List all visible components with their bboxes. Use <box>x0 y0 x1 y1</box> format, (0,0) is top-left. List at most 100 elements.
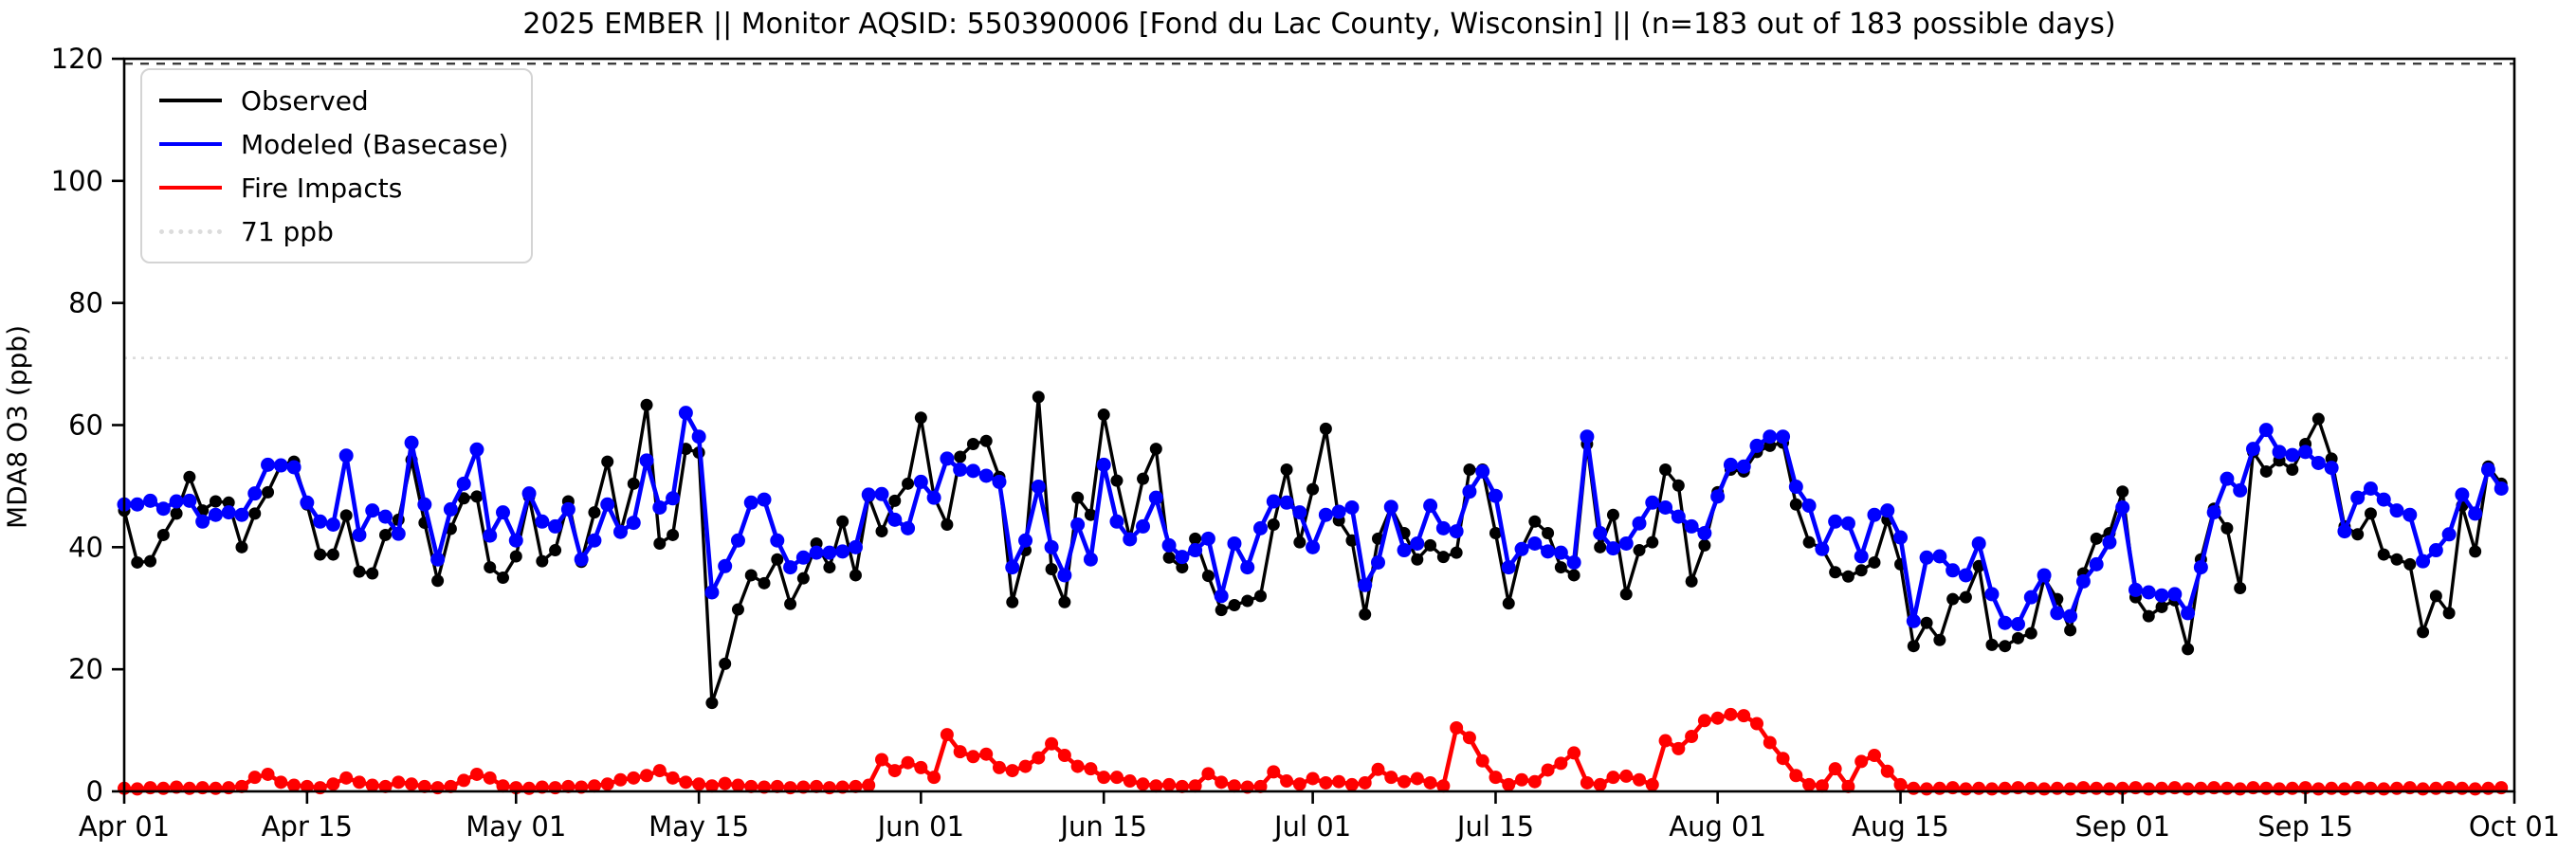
modeled-basecase-point <box>430 552 446 567</box>
fire-impacts-point <box>1724 707 1738 721</box>
fire-impacts-point <box>1619 769 1634 783</box>
modeled-basecase-point <box>456 476 471 491</box>
observed-point <box>2155 600 2168 613</box>
fire-impacts-point <box>1175 779 1189 793</box>
modeled-basecase-point <box>822 545 837 560</box>
observed-point <box>1424 538 1437 552</box>
x-tick-label: Jun 15 <box>1058 810 1146 843</box>
fire-impacts-point <box>2037 782 2052 796</box>
modeled-basecase-point <box>861 487 876 502</box>
legend-label: 71 ppb <box>241 215 334 247</box>
fire-impacts-point <box>392 775 406 789</box>
modeled-basecase-point <box>1958 568 1973 583</box>
x-tick-label: Apr 01 <box>79 810 170 843</box>
observed-point <box>1933 633 1946 646</box>
observed-point <box>2182 643 2195 656</box>
modeled-basecase-point <box>1815 541 1830 556</box>
observed-point <box>1267 517 1280 531</box>
modeled-basecase-point <box>978 468 994 483</box>
observed-point <box>875 525 888 538</box>
fire-impacts-point <box>247 771 262 785</box>
fire-impacts-point <box>1227 779 1241 793</box>
observed-point <box>379 528 393 541</box>
observed-point <box>1946 592 1960 606</box>
fire-impacts-point <box>469 767 484 781</box>
observed-point <box>771 553 784 566</box>
observed-point <box>2311 412 2325 426</box>
observed-point <box>2417 626 2430 639</box>
fire-impacts-point <box>2142 782 2156 796</box>
legend-label: Fire Impacts <box>241 172 403 204</box>
legend-row: Modeled (Basecase) <box>159 125 508 163</box>
observed-point <box>549 544 562 557</box>
modeled-basecase-point <box>704 585 720 600</box>
fire-impacts-point <box>1841 779 1855 793</box>
modeled-basecase-point <box>1658 499 1673 515</box>
legend-swatch-modeled <box>159 142 222 146</box>
fire-impacts-point <box>1344 777 1359 791</box>
observed-point <box>1672 479 1685 492</box>
modeled-basecase-point <box>1580 429 1595 445</box>
fire-impacts-point <box>1018 759 1032 773</box>
modeled-basecase-point <box>1227 535 1242 551</box>
modeled-basecase-point <box>1710 489 1726 504</box>
observed-point <box>627 477 640 490</box>
legend-label: Modeled (Basecase) <box>241 128 509 160</box>
fire-impacts-point <box>2233 782 2247 796</box>
fire-impacts-point <box>1749 717 1763 731</box>
observed-point <box>1254 590 1268 603</box>
observed-point <box>979 434 993 447</box>
fire-impacts-point <box>2337 782 2351 796</box>
fire-impacts-point <box>2325 781 2339 795</box>
fire-impacts-point <box>849 779 863 793</box>
fire-impacts-point <box>2468 782 2482 796</box>
fire-impacts-point <box>718 776 732 790</box>
modeled-basecase-point <box>1344 499 1360 515</box>
legend-swatch-71ppb <box>159 228 222 234</box>
modeled-basecase-point <box>560 501 575 517</box>
modeled-basecase-point <box>730 533 745 548</box>
fire-impacts-point <box>378 779 393 793</box>
modeled-basecase-point <box>195 514 210 529</box>
modeled-basecase-point <box>1331 504 1346 519</box>
fire-impacts-point <box>1685 730 1699 744</box>
fire-impacts-point <box>483 771 497 785</box>
fire-impacts-point <box>862 778 876 792</box>
fire-impacts-point <box>1267 765 1281 779</box>
modeled-basecase-point <box>1893 530 1909 545</box>
modeled-basecase-point <box>848 539 863 554</box>
modeled-basecase-point <box>2428 543 2443 558</box>
fire-impacts-point <box>2273 782 2287 796</box>
chart-title: 2025 EMBER || Monitor AQSID: 550390006 [… <box>522 8 2116 41</box>
modeled-basecase-point <box>1070 517 1086 532</box>
fire-impacts-point <box>887 764 902 778</box>
observed-point <box>902 477 915 490</box>
modeled-basecase-point <box>652 499 667 515</box>
legend-swatch-fire-impacts <box>159 186 222 190</box>
modeled-basecase-point <box>1527 535 1543 551</box>
observed-point <box>314 548 327 561</box>
fire-impacts-point <box>1880 764 1894 778</box>
y-tick-label: 0 <box>86 775 103 808</box>
x-tick-label: May 01 <box>466 810 566 843</box>
modeled-basecase-point <box>1867 507 1882 522</box>
fire-impacts-point <box>1593 777 1607 791</box>
modeled-basecase-point <box>1541 544 1556 559</box>
observed-point <box>2012 631 2025 644</box>
modeled-basecase-point <box>2220 471 2235 486</box>
observed-point <box>2024 626 2037 640</box>
observed-point <box>2259 464 2273 478</box>
observed-point <box>1045 563 1058 576</box>
modeled-basecase-point <box>1161 537 1177 553</box>
fire-impacts-point <box>1045 736 1059 751</box>
modeled-basecase-point <box>2128 582 2143 597</box>
legend-swatch-observed <box>159 99 222 102</box>
x-tick-label: Oct 01 <box>2469 810 2560 843</box>
modeled-basecase-point <box>612 524 628 539</box>
modeled-basecase-point <box>2181 606 2196 621</box>
modeled-basecase-point <box>2233 482 2248 498</box>
modeled-basecase-point <box>587 533 602 548</box>
observed-point <box>457 492 470 505</box>
fire-impacts-point <box>979 747 994 761</box>
modeled-basecase-point <box>1096 457 1111 472</box>
